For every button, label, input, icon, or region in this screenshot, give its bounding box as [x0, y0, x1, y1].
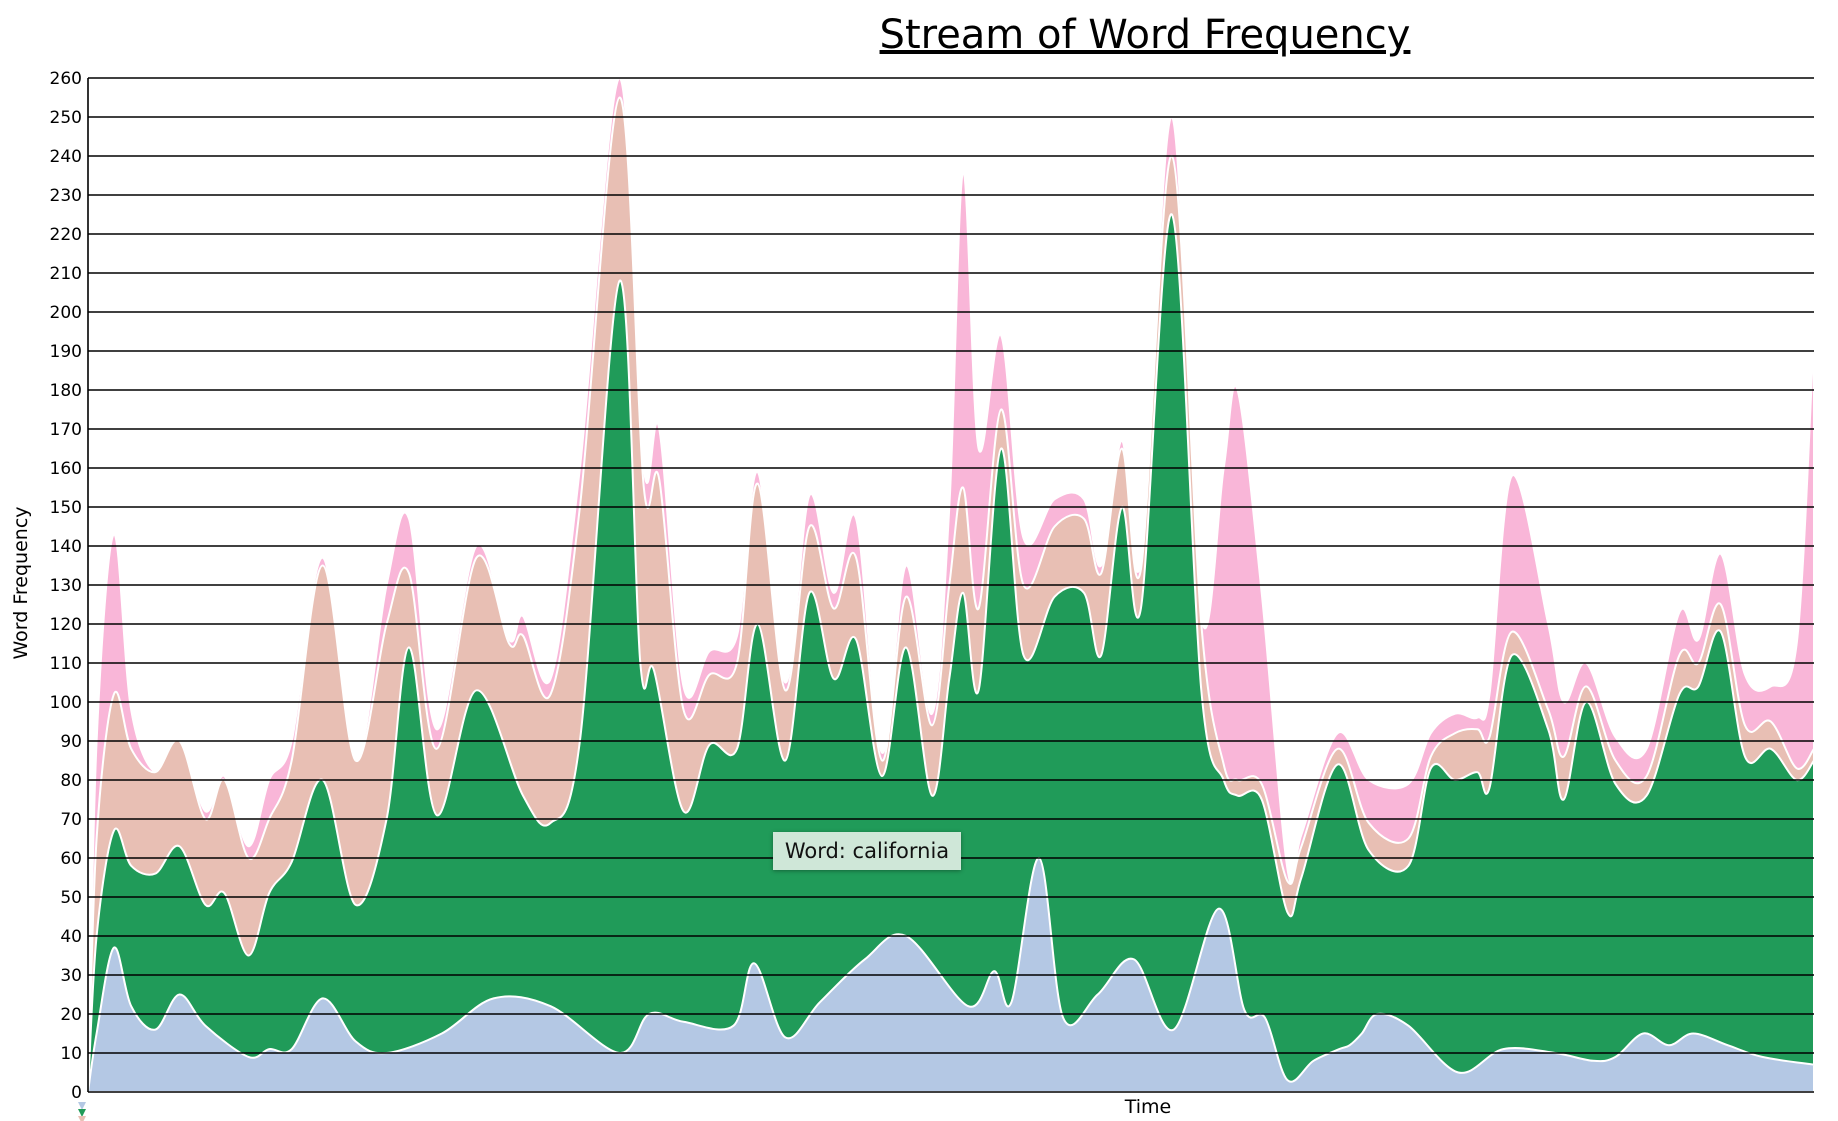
y-tick-label: 90 [60, 732, 82, 752]
y-tick-label: 100 [50, 693, 82, 713]
y-tick-label: 210 [50, 264, 82, 284]
y-axis-ticks: 0 10 20 30 40 50 60 70 80 90 100 110 120 130 140 150 160… [50, 69, 82, 1103]
y-tick-label: 190 [50, 342, 82, 362]
y-tick-label: 230 [50, 186, 82, 206]
y-tick-label: 50 [60, 888, 82, 908]
chart-title: Stream of Word Frequency [880, 12, 1411, 58]
legend-mark [78, 1116, 86, 1121]
y-tick-label: 160 [50, 459, 82, 479]
y-tick-label: 70 [60, 810, 82, 830]
y-tick-label: 130 [50, 576, 82, 596]
y-tick-label: 240 [50, 147, 82, 167]
legend-marks [78, 1102, 86, 1121]
y-tick-label: 150 [50, 498, 82, 518]
y-axis-label: Word Frequency [10, 506, 32, 659]
y-tick-label: 110 [50, 654, 82, 674]
y-tick-label: 170 [50, 420, 82, 440]
y-tick-label: 140 [50, 537, 82, 557]
y-tick-label: 200 [50, 303, 82, 323]
tooltip-text: Word: california [784, 839, 950, 863]
y-tick-label: 250 [50, 108, 82, 128]
y-tick-label: 180 [50, 381, 82, 401]
y-tick-label: 80 [60, 771, 82, 791]
y-tick-label: 60 [60, 849, 82, 869]
word-tooltip: Word: california [773, 832, 961, 870]
y-tick-label: 40 [60, 927, 82, 947]
y-tick-label: 0 [71, 1083, 82, 1103]
x-axis-label: Time [1124, 1096, 1172, 1118]
y-tick-label: 260 [50, 69, 82, 89]
y-tick-label: 10 [60, 1044, 82, 1064]
legend-mark [78, 1102, 86, 1110]
stream-layer-2[interactable] [86, 213, 1815, 1093]
y-tick-label: 220 [50, 225, 82, 245]
y-tick-label: 20 [60, 1005, 82, 1025]
y-tick-label: 120 [50, 615, 82, 635]
y-tick-label: 30 [60, 966, 82, 986]
legend-mark [78, 1109, 86, 1117]
